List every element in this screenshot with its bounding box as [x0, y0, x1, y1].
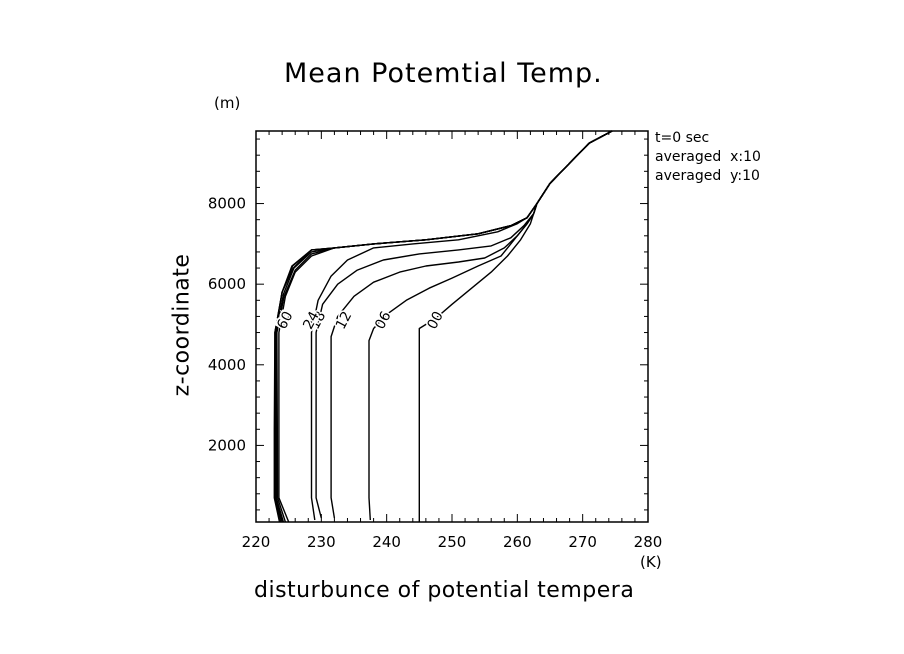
series-label-06: 06	[372, 309, 395, 332]
series-line-00	[418, 130, 613, 522]
y-tick-label: 8000	[208, 195, 246, 213]
series-lines	[273, 130, 613, 523]
series-line-54	[274, 130, 613, 523]
x-tick-label: 260	[503, 533, 532, 551]
x-tick-label: 220	[242, 533, 271, 551]
x-axis-label: disturbunce of potential tempera	[254, 578, 635, 603]
x-tick-label: 280	[634, 533, 663, 551]
x-tick-label: 250	[438, 533, 467, 551]
axis-ticks	[255, 131, 649, 522]
series-label-12: 12	[333, 309, 355, 332]
series-line-60	[273, 130, 613, 523]
series-line-48	[274, 130, 613, 523]
annotation-avg-y: averaged y:10	[655, 168, 760, 184]
series-line-06	[368, 130, 613, 521]
x-tick-label: 240	[372, 533, 401, 551]
series-line-24	[310, 130, 613, 521]
x-tick-label: 270	[568, 533, 597, 551]
y-tick-label: 6000	[208, 275, 246, 293]
chart-title: Mean Potemtial Temp.	[284, 58, 603, 89]
y-unit-label: (m)	[214, 94, 241, 112]
y-tick-label: 4000	[208, 356, 246, 374]
x-unit-label: (K)	[640, 553, 662, 571]
series-line-30	[278, 130, 613, 523]
series-line-36	[276, 130, 613, 523]
series-line-42	[275, 130, 613, 523]
y-tick-label: 2000	[208, 436, 246, 454]
tick-labels: 220 230 240 250 260 270 280 2000 4000 6000 8000	[208, 195, 663, 551]
annotation-avg-x: averaged x:10	[655, 149, 761, 165]
annotation-time: t=0 sec	[655, 130, 710, 146]
series-line-18	[315, 130, 613, 519]
x-tick-label: 230	[307, 533, 336, 551]
y-axis-label: z-coordinate	[169, 253, 195, 397]
